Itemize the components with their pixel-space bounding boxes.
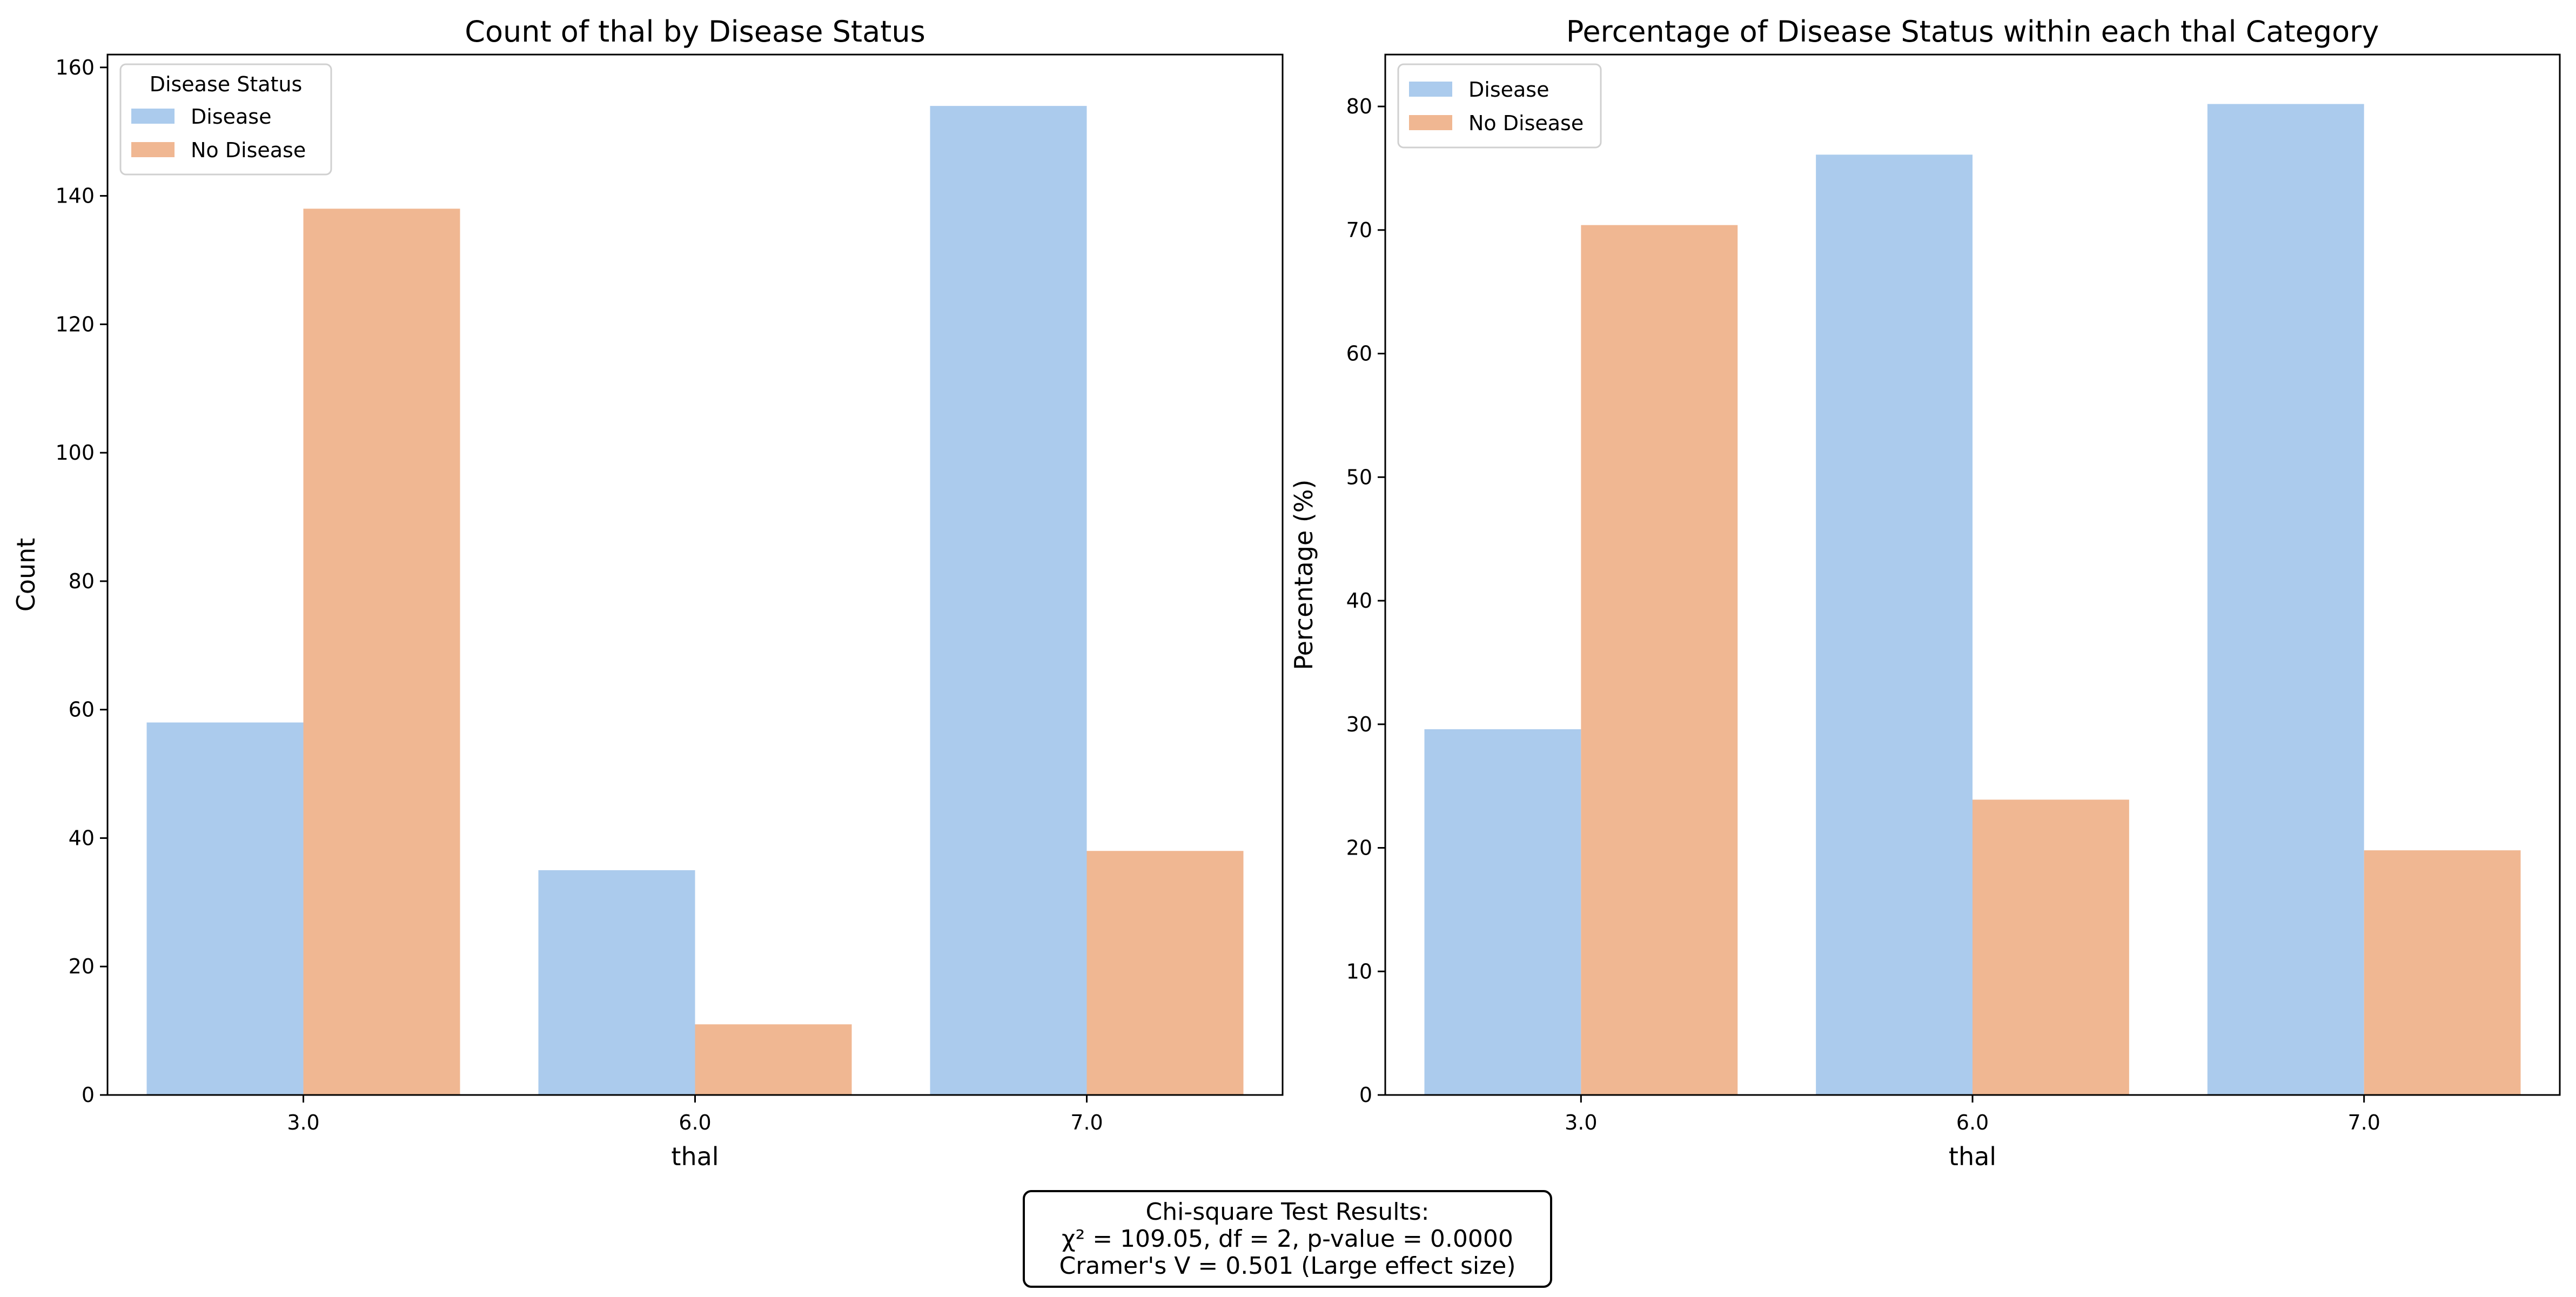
left-legend-title: Disease Status — [150, 72, 303, 96]
right-bar-no-disease-7-0 — [2364, 850, 2521, 1095]
right-legend-label-no-disease: No Disease — [1468, 111, 1584, 135]
left-y-tick-label: 80 — [69, 569, 95, 593]
right-y-tick-label: 80 — [1346, 95, 1372, 118]
left-y-tick-label: 140 — [55, 184, 95, 208]
right-bar-no-disease-3-0 — [1581, 225, 1738, 1095]
left-y-tick-label: 40 — [69, 826, 95, 850]
right-bar-disease-3-0 — [1424, 729, 1581, 1095]
right-y-tick-label: 10 — [1346, 959, 1372, 983]
right-y-tick-label: 40 — [1346, 589, 1372, 613]
right-legend-swatch-disease — [1409, 82, 1452, 97]
left-y-tick-label: 20 — [69, 955, 95, 978]
right-x-axis-label: thal — [1949, 1142, 1996, 1171]
left-bar-no-disease-7-0 — [1086, 851, 1244, 1095]
right-chart-title: Percentage of Disease Status within each… — [1566, 15, 2379, 49]
stats-line-chi-square: χ² = 109.05, df = 2, p-value = 0.0000 — [1062, 1225, 1513, 1253]
left-legend-label-disease: Disease — [191, 105, 271, 129]
right-y-tick-label: 0 — [1359, 1083, 1372, 1107]
right-y-tick-label: 20 — [1346, 836, 1372, 860]
right-y-tick-label: 30 — [1346, 713, 1372, 736]
chi-square-results-box: Chi-square Test Results: χ² = 109.05, df… — [1023, 1190, 1552, 1288]
right-y-axis-label: Percentage (%) — [1289, 480, 1318, 670]
left-y-tick-label: 0 — [82, 1083, 95, 1107]
right-x-tick-label: 6.0 — [1956, 1111, 1989, 1134]
right-bar-no-disease-6-0 — [1973, 799, 2129, 1095]
left-legend-label-no-disease: No Disease — [191, 138, 306, 162]
left-y-tick-label: 60 — [69, 698, 95, 722]
left-y-axis-label: Count — [11, 538, 41, 612]
left-legend-swatch-no-disease — [131, 142, 175, 157]
stats-line-heading: Chi-square Test Results: — [1145, 1198, 1430, 1226]
left-x-tick-label: 3.0 — [287, 1111, 319, 1134]
right-legend-label-disease: Disease — [1468, 78, 1549, 102]
right-y-tick-label: 50 — [1346, 465, 1372, 489]
left-y-tick-label: 100 — [55, 441, 95, 465]
stats-line-cramers-v: Cramer's V = 0.501 (Large effect size) — [1059, 1252, 1516, 1280]
left-y-tick-label: 160 — [55, 56, 95, 79]
left-chart-title: Count of thal by Disease Status — [465, 15, 925, 49]
left-x-tick-label: 6.0 — [679, 1111, 711, 1134]
left-bar-no-disease-6-0 — [695, 1024, 852, 1095]
right-bar-disease-6-0 — [1816, 154, 1973, 1095]
left-x-tick-label: 7.0 — [1070, 1111, 1103, 1134]
left-chart: 0 20 40 60 80 100 120 140 160 3.0 6.0 7.0 Count of t… — [11, 15, 1284, 1171]
right-y-tick-label: 70 — [1346, 218, 1372, 242]
right-bar-disease-7-0 — [2207, 104, 2364, 1095]
left-x-axis-label: thal — [671, 1142, 719, 1171]
left-y-tick-label: 120 — [55, 312, 95, 336]
left-bar-disease-3-0 — [146, 722, 304, 1095]
right-x-tick-label: 3.0 — [1565, 1111, 1597, 1134]
left-bar-disease-7-0 — [930, 106, 1087, 1096]
right-y-tick-label: 60 — [1346, 342, 1372, 366]
right-legend-swatch-no-disease — [1409, 115, 1452, 130]
right-chart: 0 10 20 30 40 50 60 70 80 3.0 6.0 7.0 Percentage of … — [1289, 15, 2561, 1171]
left-legend-swatch-disease — [131, 109, 175, 124]
right-x-tick-label: 7.0 — [2347, 1111, 2380, 1134]
left-bar-no-disease-3-0 — [303, 209, 460, 1095]
left-bar-disease-6-0 — [538, 870, 695, 1095]
